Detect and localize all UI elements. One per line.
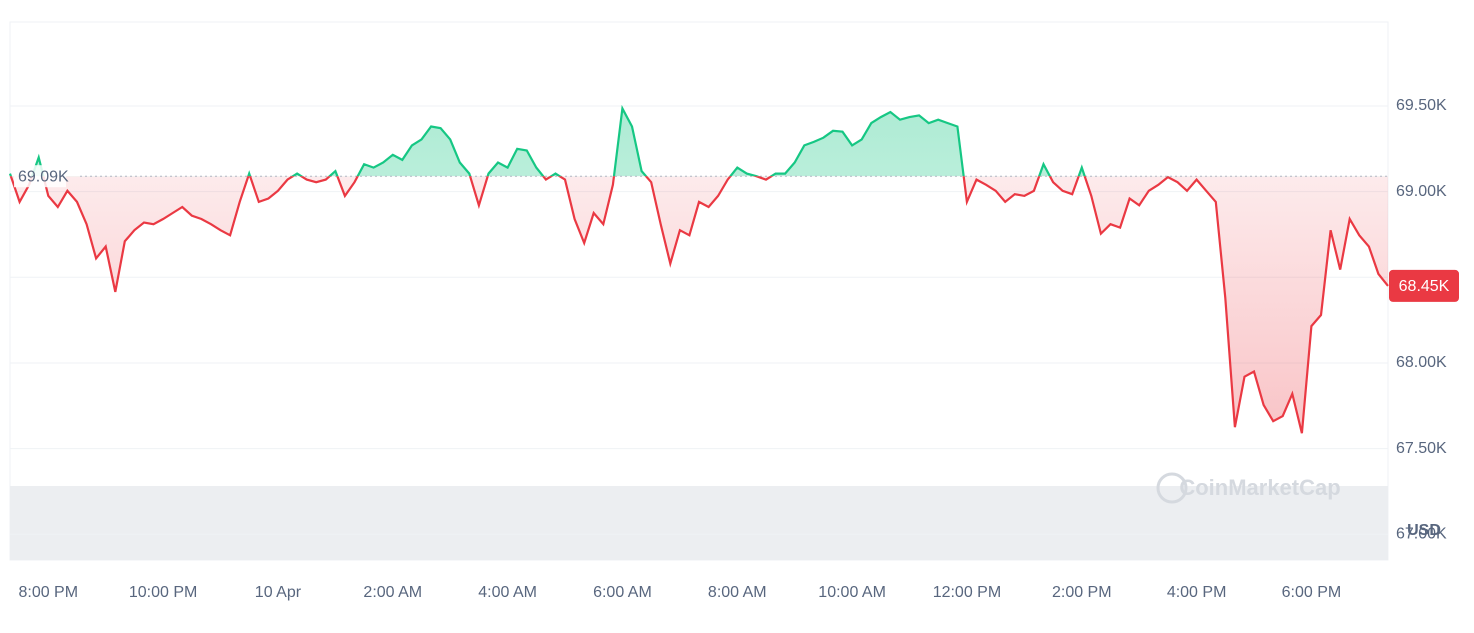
y-tick-label: 69.00K (1396, 183, 1447, 200)
x-tick-label: 10:00 PM (129, 584, 197, 601)
x-tick-label: 8:00 AM (708, 584, 767, 601)
current-price-tag (1389, 269, 1459, 302)
x-tick-label: 2:00 PM (1052, 584, 1112, 601)
x-tick-label: 8:00 PM (18, 584, 78, 601)
price-line-down (9, 176, 1389, 434)
watermark-logo (1156, 472, 1188, 504)
baseline-label-bg (14, 165, 66, 188)
currency-label: USD (1407, 522, 1441, 539)
y-tick-label: 69.50K (1396, 97, 1447, 114)
x-tick-label: 10 Apr (255, 584, 302, 601)
y-tick-label: 67.00K (1396, 526, 1447, 543)
x-tick-label: 12:00 PM (933, 584, 1001, 601)
volume-area (10, 486, 1388, 560)
watermark: CoinMarketCap (1179, 475, 1340, 500)
x-tick-label: 6:00 AM (593, 584, 652, 601)
x-tick-label: 4:00 AM (478, 584, 537, 601)
y-tick-label: 68.00K (1396, 354, 1447, 371)
current-price-label: 68.45K (1399, 278, 1450, 295)
x-tick-label: 10:00 AM (818, 584, 886, 601)
x-tick-label: 6:00 PM (1282, 584, 1342, 601)
baseline-label: 69.09K (18, 168, 69, 185)
y-tick-label: 67.50K (1396, 440, 1447, 457)
x-tick-label: 4:00 PM (1167, 584, 1227, 601)
price-line-up (8, 104, 1169, 177)
area-below (10, 176, 1388, 434)
area-above (10, 108, 1085, 177)
x-tick-label: 2:00 AM (363, 584, 422, 601)
